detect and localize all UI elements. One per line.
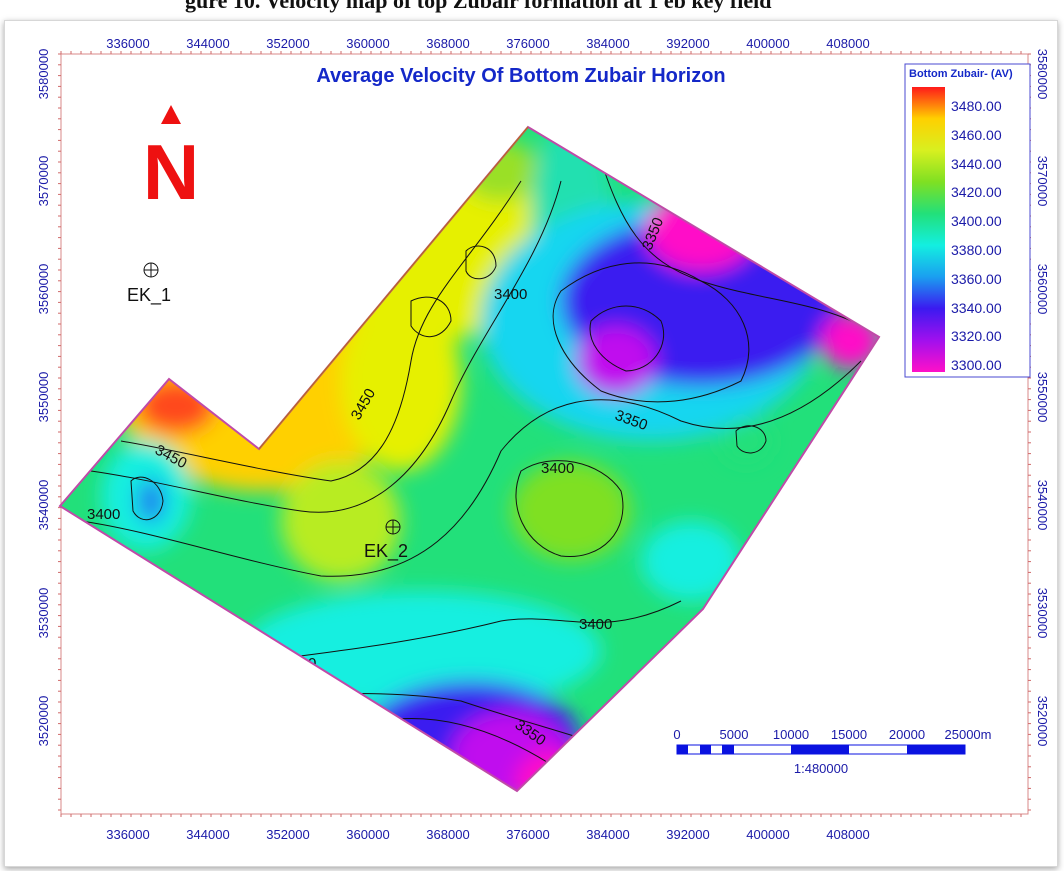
y-tick-left: 3520000	[36, 696, 51, 747]
well-ek2[interactable]: EK_2	[364, 519, 408, 562]
y-tick-right: 3550000	[1035, 372, 1050, 423]
contour-label: 3400	[541, 460, 574, 477]
y-axis-right: 3580000 3570000 3560000 3550000 3540000 …	[1035, 49, 1050, 747]
scale-ratio: 1:480000	[794, 761, 848, 776]
survey-boundary	[58, 125, 881, 793]
y-tick-left: 3560000	[36, 264, 51, 315]
legend-value: 3460.00	[951, 127, 1002, 143]
caption-text: gure 10. Velocity map of top Zubair form…	[185, 0, 772, 13]
y-tick-right: 3560000	[1035, 264, 1050, 315]
x-tick-top: 360000	[346, 36, 389, 51]
y-tick-left: 3570000	[36, 156, 51, 207]
map-frame: 336000 344000 352000 360000 368000 37600…	[4, 20, 1058, 867]
axis-frame	[60, 53, 1029, 815]
legend-value: 3300.00	[951, 357, 1002, 373]
x-tick-bottom: 360000	[346, 827, 389, 842]
scale-bar: 0 5000 10000 15000 20000 25000m 1:480000	[673, 727, 991, 776]
north-label: N	[143, 128, 199, 216]
legend-title: Bottom Zubair- (AV)	[909, 68, 1013, 80]
x-tick-top: 400000	[746, 36, 789, 51]
x-tick-top: 376000	[506, 36, 549, 51]
x-tick-top: 368000	[426, 36, 469, 51]
scale-label: 25000m	[945, 727, 992, 742]
x-tick-top: 384000	[586, 36, 629, 51]
y-tick-right: 3540000	[1035, 480, 1050, 531]
x-tick-top: 392000	[666, 36, 709, 51]
legend-value: 3440.00	[951, 156, 1002, 172]
y-tick-left: 3540000	[36, 480, 51, 531]
y-tick-right: 3530000	[1035, 588, 1050, 639]
legend-value: 3400.00	[951, 213, 1002, 229]
y-tick-left: 3530000	[36, 588, 51, 639]
x-tick-top: 408000	[826, 36, 869, 51]
y-axis-left: 3580000 3570000 3560000 3550000 3540000 …	[36, 49, 51, 747]
x-tick-bottom: 352000	[266, 827, 309, 842]
x-tick-bottom: 400000	[746, 827, 789, 842]
color-legend: Bottom Zubair- (AV) 3480.00 3460.00 3440…	[904, 63, 1031, 378]
y-tick-right: 3570000	[1035, 156, 1050, 207]
x-axis-top: 336000 344000 352000 360000 368000 37600…	[106, 36, 869, 51]
well-ek1[interactable]: EK_1	[127, 262, 171, 306]
boundary-edge	[258, 126, 529, 450]
x-tick-bottom: 392000	[666, 827, 709, 842]
map-title: Average Velocity Of Bottom Zubair Horizo…	[316, 65, 725, 87]
legend-value: 3320.00	[951, 328, 1002, 344]
map-canvas: 336000 344000 352000 360000 368000 37600…	[36, 36, 1050, 842]
x-axis-bottom: 336000 344000 352000 360000 368000 37600…	[106, 827, 869, 842]
contour-lines	[80, 160, 872, 772]
x-tick-bottom: 376000	[506, 827, 549, 842]
contour-label: 3400	[579, 616, 612, 633]
scale-label: 5000	[720, 727, 749, 742]
x-tick-bottom: 344000	[186, 827, 229, 842]
x-tick-bottom: 384000	[586, 827, 629, 842]
x-tick-bottom: 336000	[106, 827, 149, 842]
y-tick-right: 3520000	[1035, 696, 1050, 747]
x-tick-top: 336000	[106, 36, 149, 51]
x-tick-bottom: 368000	[426, 827, 469, 842]
legend-value: 3420.00	[951, 184, 1002, 200]
contour-label: 3400	[494, 286, 527, 303]
legend-value: 3340.00	[951, 300, 1002, 316]
well-label: EK_1	[127, 285, 171, 306]
scale-label: 15000	[831, 727, 867, 742]
legend-value: 3480.00	[951, 98, 1002, 114]
x-tick-top: 352000	[266, 36, 309, 51]
figure-caption-fragment: gure 10. Velocity map of top Zubair form…	[0, 0, 1064, 20]
north-arrow-icon: N	[143, 105, 199, 216]
y-tick-right: 3580000	[1035, 49, 1050, 100]
x-tick-bottom: 408000	[826, 827, 869, 842]
well-label: EK_2	[364, 541, 408, 562]
x-tick-top: 344000	[186, 36, 229, 51]
scale-label: 0	[673, 727, 680, 742]
contour-label: 3400	[87, 506, 120, 523]
scale-label: 10000	[773, 727, 809, 742]
y-tick-left: 3550000	[36, 372, 51, 423]
scale-label: 20000	[889, 727, 925, 742]
legend-color-ramp	[912, 87, 945, 372]
legend-value: 3380.00	[951, 242, 1002, 258]
legend-value: 3360.00	[951, 271, 1002, 287]
y-tick-left: 3580000	[36, 49, 51, 100]
